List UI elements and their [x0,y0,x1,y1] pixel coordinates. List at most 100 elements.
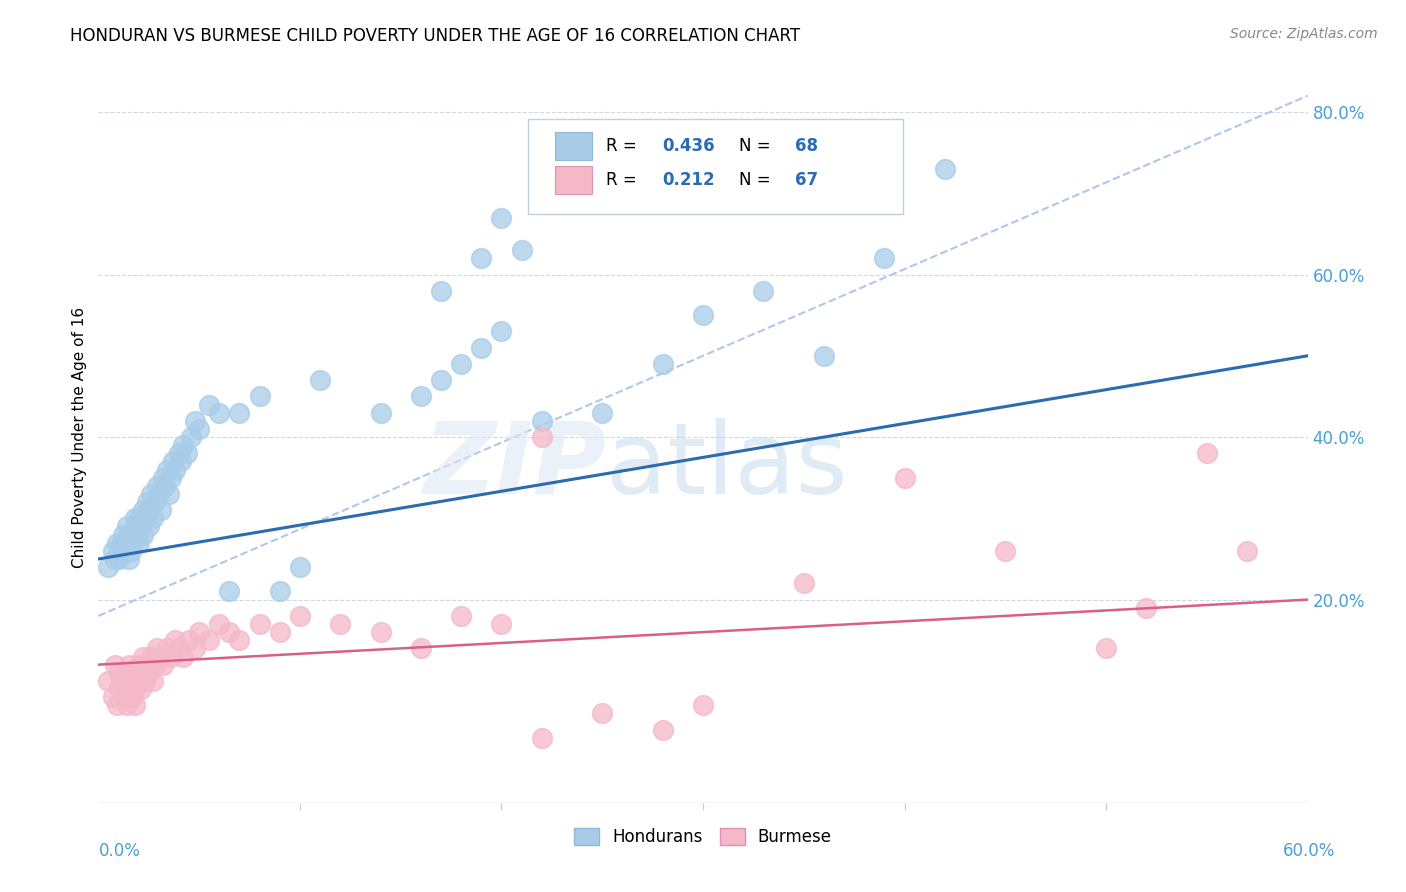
Point [135,495,157,509]
Point [228,633,250,648]
Point [179,633,201,648]
Point [103,657,125,672]
Point [118,657,141,672]
Point [101,544,124,558]
Point [114,665,136,680]
Point [934,161,956,176]
Point [409,641,432,656]
Point [129,519,152,533]
Point [132,665,155,680]
Text: R =: R = [606,170,648,188]
Text: N =: N = [740,170,776,188]
Point [148,487,170,501]
Point [115,698,138,713]
Point [163,462,186,476]
Point [124,511,146,525]
Point [114,681,136,696]
Point [450,357,472,371]
Point [188,625,211,640]
Point [118,527,141,541]
Point [591,406,613,420]
Point [120,665,142,680]
Text: 0.212: 0.212 [662,170,714,188]
Point [101,690,124,705]
Point [994,544,1017,558]
Text: 60.0%: 60.0% [1284,842,1336,860]
Point [167,446,190,460]
Point [157,487,180,501]
Point [107,665,129,680]
Point [1195,446,1218,460]
Point [125,527,148,541]
Point [163,633,186,648]
Point [1236,544,1258,558]
Point [121,673,143,688]
Point [160,471,183,485]
Point [107,552,129,566]
Point [138,519,160,533]
Point [228,406,250,420]
Point [249,389,271,403]
Point [160,649,183,664]
Point [180,430,202,444]
Point [107,544,129,558]
Point [139,649,162,664]
Point [591,706,613,721]
Point [510,243,533,257]
Point [470,341,492,355]
Point [269,584,291,599]
Point [218,625,240,640]
Point [208,406,231,420]
Point [491,617,513,632]
Point [370,625,392,640]
Point [121,690,143,705]
Point [128,535,150,549]
Point [110,535,132,549]
Point [134,511,156,525]
Point [208,617,231,632]
Text: N =: N = [740,137,776,155]
FancyBboxPatch shape [527,119,903,214]
Point [143,495,166,509]
Point [692,308,714,322]
Point [107,681,129,696]
Point [156,641,179,656]
Point [128,657,150,672]
Point [124,698,146,713]
Point [97,560,120,574]
Point [450,608,472,623]
Text: Source: ZipAtlas.com: Source: ZipAtlas.com [1230,27,1378,41]
Point [188,422,211,436]
Point [170,454,193,468]
Point [138,503,160,517]
Point [893,471,915,485]
Text: atlas: atlas [606,417,848,515]
Point [138,665,160,680]
Point [120,544,142,558]
Point [198,398,221,412]
Point [249,617,271,632]
Point [129,681,152,696]
Point [97,673,120,688]
Point [184,414,207,428]
Point [692,698,714,713]
Point [146,479,169,493]
Point [269,625,291,640]
Point [752,284,775,298]
Text: 0.0%: 0.0% [98,842,141,860]
Legend: Hondurans, Burmese: Hondurans, Burmese [568,822,838,853]
Point [120,681,142,696]
Point [125,665,148,680]
Point [142,511,165,525]
Text: ZIP: ZIP [423,417,606,515]
Point [128,511,150,525]
Point [1095,641,1118,656]
Point [530,414,553,428]
Point [103,552,125,566]
Point [167,641,190,656]
Point [430,373,453,387]
Point [176,446,198,460]
Point [198,633,221,648]
Point [121,535,143,549]
Point [124,519,146,533]
